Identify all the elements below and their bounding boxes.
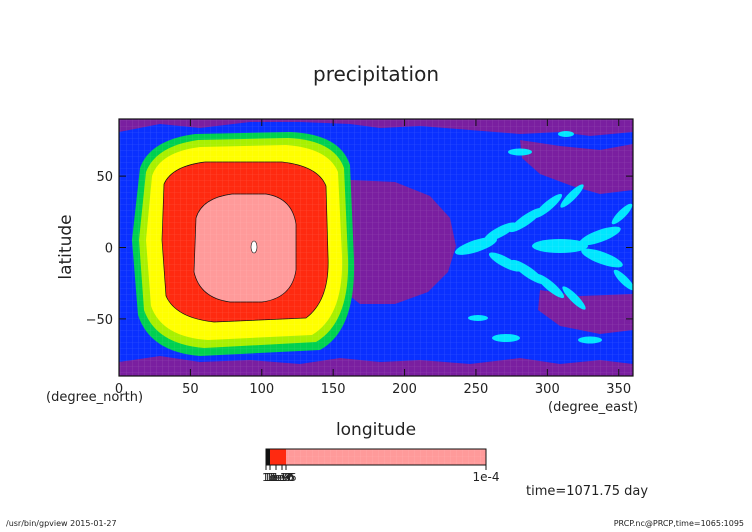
y-tick-label-0: 0 bbox=[105, 242, 113, 257]
colorbar-label-1e-8: 1e-8 bbox=[266, 471, 291, 484]
footer-left: /usr/bin/gpview 2015-01-27 bbox=[6, 519, 117, 528]
x-tick-label-250: 250 bbox=[464, 382, 489, 397]
x-tick-label-50: 50 bbox=[182, 382, 199, 397]
footer-right: PRCP.nc@PRCP,time=1065:1095 bbox=[613, 519, 744, 528]
colorbar-ticks bbox=[265, 465, 487, 470]
colorbar-label-1e-7: 1e-7 bbox=[268, 471, 293, 484]
colorbar-red-level bbox=[270, 449, 286, 465]
colorbar: 1e-10 1e-9 1e-8 1e-7 1e-6 1e-5 1e-4 bbox=[262, 448, 500, 484]
time-label: time=1071.75 day bbox=[526, 484, 648, 499]
x-axis-label: longitude bbox=[336, 420, 416, 440]
y-axis-label: latitude bbox=[56, 214, 76, 279]
x-axis: 0 50 100 150 200 250 300 350 bbox=[115, 119, 631, 397]
contour-field bbox=[119, 119, 633, 376]
colorbar-grid bbox=[286, 449, 486, 465]
fine-grid-overlay bbox=[119, 119, 633, 376]
y-tick-label--50: −50 bbox=[86, 313, 113, 328]
x-tick-label-100: 100 bbox=[249, 382, 274, 397]
colorbar-label-1e-5: 1e-5 bbox=[272, 471, 297, 484]
chart-title: precipitation bbox=[313, 62, 439, 86]
y-tick-label-50: 50 bbox=[96, 170, 113, 185]
x-tick-label-200: 200 bbox=[392, 382, 417, 397]
colorbar-label-1e-9: 1e-9 bbox=[264, 471, 289, 484]
colorbar-label-1e-6: 1e-6 bbox=[270, 471, 295, 484]
x-tick-label-350: 350 bbox=[606, 382, 631, 397]
x-tick-label-150: 150 bbox=[321, 382, 346, 397]
y-unit-label: (degree_north) bbox=[46, 390, 143, 405]
colorbar-low-level bbox=[266, 449, 270, 465]
x-tick-label-300: 300 bbox=[535, 382, 560, 397]
x-unit-label: (degree_east) bbox=[548, 400, 638, 415]
colorbar-min-label: 1e-10 bbox=[262, 471, 294, 484]
x-tick-label-0: 0 bbox=[115, 382, 123, 397]
y-axis: −50 0 50 bbox=[86, 170, 633, 328]
colorbar-frame bbox=[265, 448, 487, 466]
colorbar-max-label: 1e-4 bbox=[473, 470, 500, 484]
